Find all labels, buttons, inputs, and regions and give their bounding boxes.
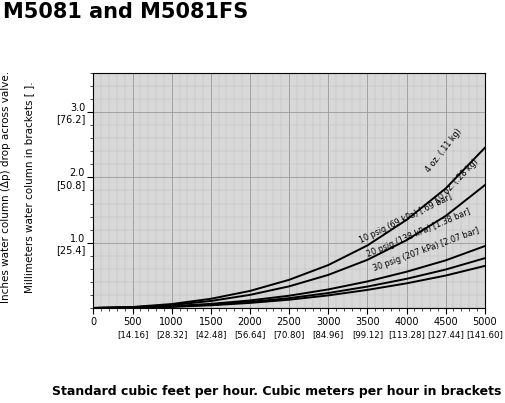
- Text: 10 psig (69 kPa) [.69 bar]: 10 psig (69 kPa) [.69 bar]: [358, 192, 453, 245]
- Text: 20 psig (138 kPa) [1.38 bar]: 20 psig (138 kPa) [1.38 bar]: [366, 207, 472, 259]
- Text: 30 psig (207 kPa) [2.07 bar]: 30 psig (207 kPa) [2.07 bar]: [372, 226, 481, 272]
- Text: [56.64]: [56.64]: [234, 330, 266, 339]
- Text: [127.44]: [127.44]: [427, 330, 464, 339]
- Text: [113.28]: [113.28]: [388, 330, 425, 339]
- Text: [141.60]: [141.60]: [466, 330, 503, 339]
- Text: 10 oz. (.28 kg): 10 oz. (.28 kg): [434, 157, 481, 205]
- Text: [99.12]: [99.12]: [352, 330, 383, 339]
- Text: Standard cubic feet per hour. Cubic meters per hour in brackets [ ].: Standard cubic feet per hour. Cubic mete…: [52, 385, 505, 398]
- Text: [42.48]: [42.48]: [195, 330, 227, 339]
- Text: [84.96]: [84.96]: [313, 330, 344, 339]
- Text: [28.32]: [28.32]: [156, 330, 187, 339]
- Text: [14.16]: [14.16]: [117, 330, 148, 339]
- Text: [70.80]: [70.80]: [273, 330, 305, 339]
- Text: M5081 and M5081FS: M5081 and M5081FS: [3, 2, 248, 22]
- Text: Millimeters water column in brackets [ ].: Millimeters water column in brackets [ ]…: [24, 81, 34, 293]
- Text: Inches water column (Δp) drop across valve.: Inches water column (Δp) drop across val…: [1, 71, 11, 303]
- Text: 4 oz. (.11 kg): 4 oz. (.11 kg): [424, 127, 463, 174]
